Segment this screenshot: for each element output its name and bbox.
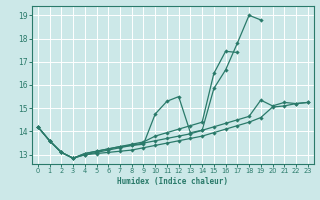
X-axis label: Humidex (Indice chaleur): Humidex (Indice chaleur) [117, 177, 228, 186]
